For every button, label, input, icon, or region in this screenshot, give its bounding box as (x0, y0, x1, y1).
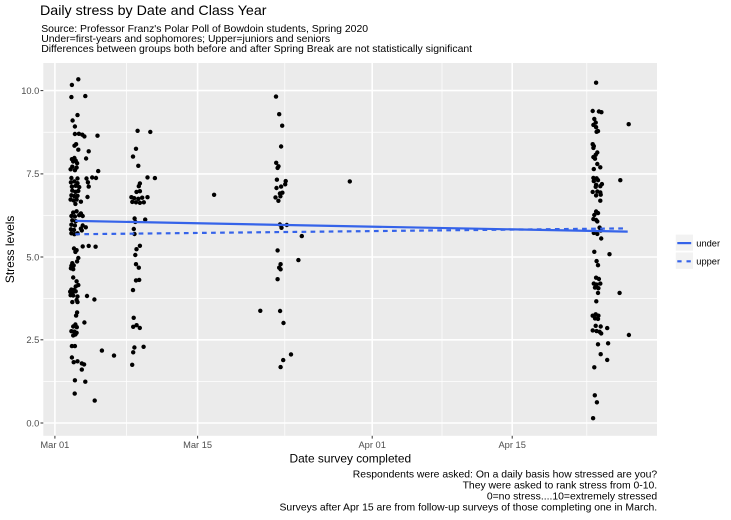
svg-text:Source: Professor Franz's Pola: Source: Professor Franz's Polar Poll of … (41, 24, 368, 35)
svg-text:Apr 15: Apr 15 (498, 440, 525, 450)
svg-text:Mar 15: Mar 15 (183, 440, 212, 450)
svg-text:Date survey completed: Date survey completed (289, 451, 411, 465)
svg-text:Respondents were asked: On a d: Respondents were asked: On a daily basis… (353, 470, 658, 481)
svg-text:2.5: 2.5 (26, 335, 39, 345)
svg-text:They were asked to rank stress: They were asked to rank stress from 0-10… (463, 481, 658, 492)
svg-text:Apr 01: Apr 01 (358, 440, 385, 450)
svg-text:Surveys after Apr 15 are from: Surveys after Apr 15 are from follow-up … (279, 502, 657, 513)
svg-text:Differences between groups bot: Differences between groups both before a… (41, 44, 472, 55)
svg-text:under: under (696, 238, 720, 248)
svg-text:0.0: 0.0 (26, 418, 39, 428)
svg-text:Under=first-years and sophomor: Under=first-years and sophomores; Upper=… (41, 34, 330, 45)
svg-text:Stress levels: Stress levels (3, 216, 17, 283)
svg-text:Mar 01: Mar 01 (40, 440, 69, 450)
svg-text:10.0: 10.0 (21, 86, 39, 96)
svg-text:5.0: 5.0 (26, 252, 39, 262)
svg-text:7.5: 7.5 (26, 169, 39, 179)
svg-text:upper: upper (696, 257, 720, 267)
svg-text:Daily stress by Date and Class: Daily stress by Date and Class Year (40, 3, 267, 19)
svg-text:0=no stress....10=extremely st: 0=no stress....10=extremely stressed (487, 492, 658, 503)
